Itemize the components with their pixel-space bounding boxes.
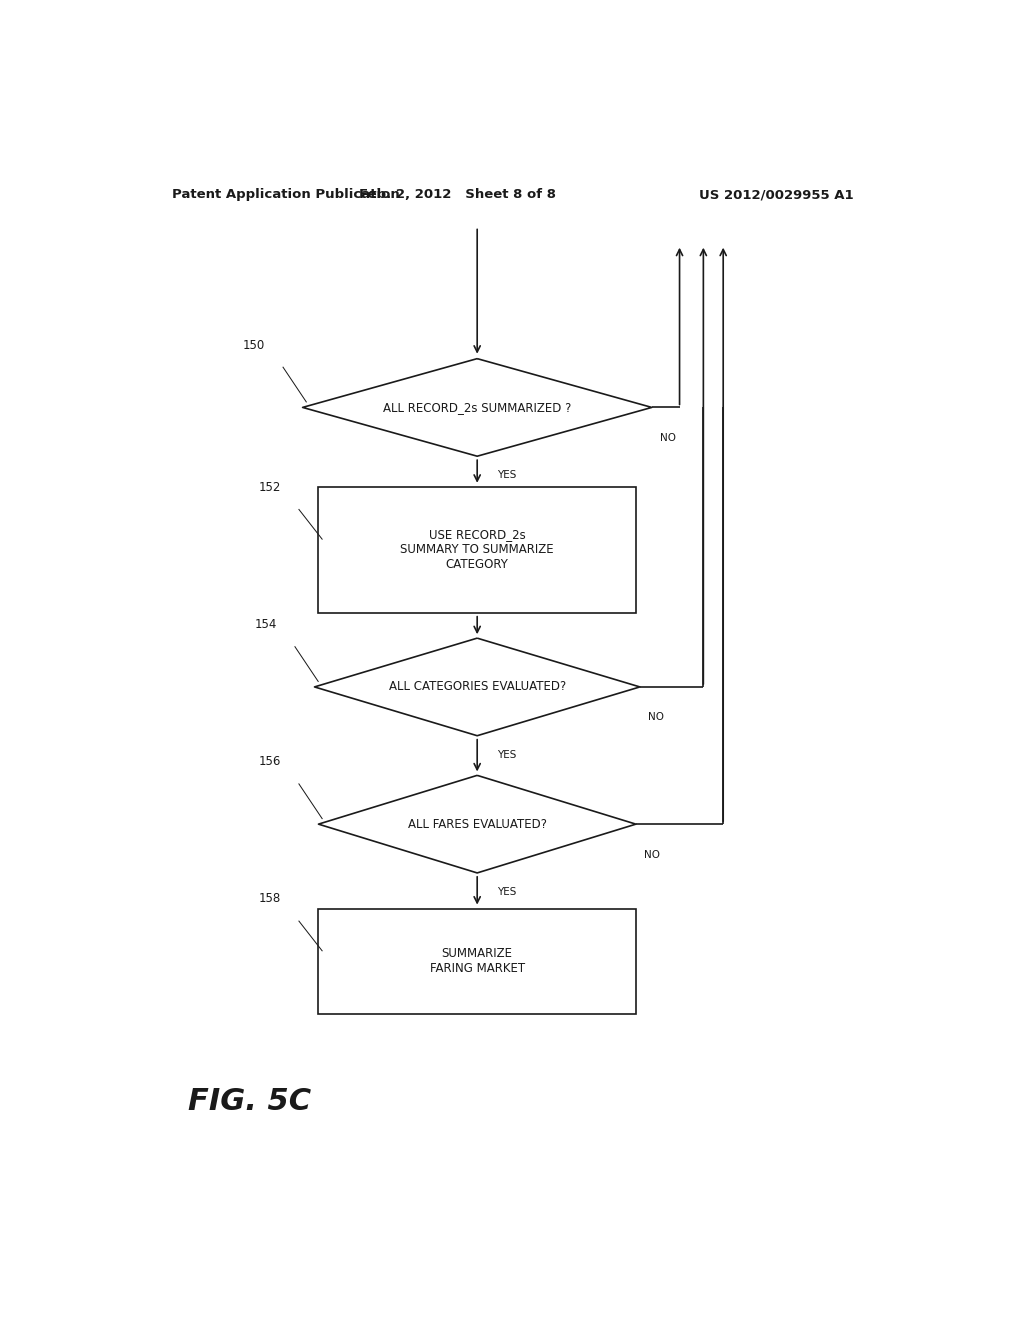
Text: 154: 154: [255, 618, 278, 631]
Text: US 2012/0029955 A1: US 2012/0029955 A1: [699, 189, 854, 202]
Text: NO: NO: [659, 433, 676, 442]
Text: Patent Application Publication: Patent Application Publication: [172, 189, 399, 202]
Text: YES: YES: [497, 887, 516, 898]
Text: SUMMARIZE
FARING MARKET: SUMMARIZE FARING MARKET: [430, 948, 524, 975]
Text: 156: 156: [259, 755, 282, 768]
Text: 150: 150: [243, 338, 265, 351]
Bar: [318, 487, 636, 612]
Bar: [318, 908, 636, 1014]
Text: YES: YES: [497, 750, 516, 760]
Text: NO: NO: [648, 713, 664, 722]
Text: 158: 158: [259, 892, 282, 906]
Text: YES: YES: [497, 470, 516, 480]
Text: Feb. 2, 2012   Sheet 8 of 8: Feb. 2, 2012 Sheet 8 of 8: [358, 189, 556, 202]
Text: 152: 152: [259, 480, 282, 494]
Text: FIG. 5C: FIG. 5C: [187, 1088, 310, 1117]
Text: ALL CATEGORIES EVALUATED?: ALL CATEGORIES EVALUATED?: [388, 680, 566, 693]
Text: ALL RECORD_2s SUMMARIZED ?: ALL RECORD_2s SUMMARIZED ?: [383, 401, 571, 414]
Text: USE RECORD_2s
SUMMARY TO SUMMARIZE
CATEGORY: USE RECORD_2s SUMMARY TO SUMMARIZE CATEG…: [400, 528, 554, 572]
Text: NO: NO: [644, 850, 659, 859]
Text: ALL FARES EVALUATED?: ALL FARES EVALUATED?: [408, 817, 547, 830]
